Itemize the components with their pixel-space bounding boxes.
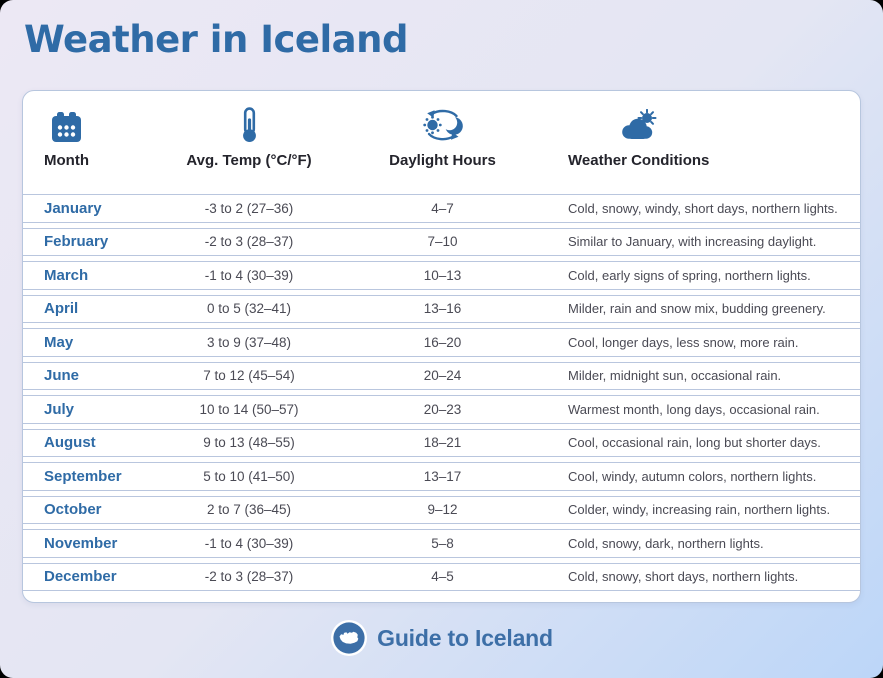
sun-cloud-icon [618, 106, 660, 143]
day-night-cycle-icon [420, 106, 466, 143]
conditions-cell: Cool, occasional rain, long but shorter … [568, 435, 821, 451]
conditions-cell: Warmest month, long days, occasional rai… [568, 401, 820, 417]
conditions-cell: Cool, windy, autumn colors, northern lig… [568, 468, 817, 484]
table-row: July 10 to 14 (50–57) 20–23 Warmest mont… [23, 395, 860, 424]
conditions-cell: Colder, windy, increasing rain, northern… [568, 502, 831, 518]
conditions-cell: Milder, midnight sun, occasional rain. [568, 368, 782, 384]
avg-temp-cell: 2 to 7 (36–45) [206, 502, 292, 518]
guide-to-iceland-brand[interactable]: Guide to Iceland [330, 619, 553, 657]
month-cell: September [44, 467, 122, 485]
month-cell: May [44, 333, 74, 351]
column-label-month: Month [44, 152, 89, 169]
avg-temp-cell: -1 to 4 (30–39) [204, 267, 294, 283]
iceland-map-icon [330, 619, 368, 657]
daylight-hours-cell: 18–21 [423, 435, 462, 451]
daylight-hours-cell: 13–17 [423, 468, 462, 484]
table-row: August 9 to 13 (48–55) 18–21 Cool, occas… [23, 428, 860, 457]
conditions-cell: Milder, rain and snow mix, budding green… [568, 301, 826, 317]
column-header-temp: Avg. Temp (°C/°F) [163, 106, 335, 169]
daylight-hours-cell: 4–5 [431, 569, 454, 585]
month-cell: March [44, 266, 89, 284]
table-row: April 0 to 5 (32–41) 13–16 Milder, rain … [23, 294, 860, 323]
column-label-conditions: Weather Conditions [568, 152, 710, 169]
month-cell: April [44, 300, 79, 318]
avg-temp-cell: 10 to 14 (50–57) [199, 401, 299, 417]
conditions-cell: Cold, snowy, windy, short days, northern… [568, 200, 838, 216]
daylight-hours-cell: 13–16 [423, 301, 462, 317]
table-body: January -3 to 2 (27–36) 4–7 Cold, snowy,… [23, 194, 860, 596]
table-row: January -3 to 2 (27–36) 4–7 Cold, snowy,… [23, 194, 860, 223]
month-cell: November [44, 534, 118, 552]
avg-temp-cell: -1 to 4 (30–39) [204, 535, 294, 551]
daylight-hours-cell: 16–20 [423, 334, 462, 350]
footer: Guide to Iceland [0, 617, 883, 659]
column-label-daylight: Daylight Hours [389, 152, 496, 169]
calendar-icon [50, 106, 83, 143]
table-row: December -2 to 3 (28–37) 4–5 Cold, snowy… [23, 562, 860, 591]
month-cell: October [44, 501, 102, 519]
month-cell: December [44, 568, 117, 586]
table-row: October 2 to 7 (36–45) 9–12 Colder, wind… [23, 495, 860, 524]
daylight-hours-cell: 4–7 [431, 200, 454, 216]
brand-name: Guide to Iceland [377, 624, 553, 651]
daylight-hours-cell: 10–13 [423, 267, 462, 283]
daylight-hours-cell: 7–10 [427, 234, 458, 250]
avg-temp-cell: 7 to 12 (45–54) [203, 368, 295, 384]
column-header-month: Month [44, 106, 89, 169]
table-row: May 3 to 9 (37–48) 16–20 Cool, longer da… [23, 328, 860, 357]
thermometer-icon [241, 106, 258, 143]
table-row: June 7 to 12 (45–54) 20–24 Milder, midni… [23, 361, 860, 390]
avg-temp-cell: -2 to 3 (28–37) [204, 569, 294, 585]
conditions-cell: Cold, snowy, short days, northern lights… [568, 569, 799, 585]
month-cell: February [44, 233, 109, 251]
avg-temp-cell: 3 to 9 (37–48) [206, 334, 292, 350]
page-title: Weather in Iceland [24, 18, 408, 61]
daylight-hours-cell: 20–24 [423, 368, 462, 384]
table-row: September 5 to 10 (41–50) 13–17 Cool, wi… [23, 462, 860, 491]
conditions-cell: Cool, longer days, less snow, more rain. [568, 334, 799, 350]
avg-temp-cell: -3 to 2 (27–36) [204, 200, 294, 216]
column-header-conditions: Weather Conditions [568, 106, 709, 169]
daylight-hours-cell: 20–23 [423, 401, 462, 417]
column-label-temp: Avg. Temp (°C/°F) [186, 152, 312, 169]
table-row: February -2 to 3 (28–37) 7–10 Similar to… [23, 227, 860, 256]
weather-table-card: Month Avg. Temp (°C/°F) [22, 90, 861, 603]
conditions-cell: Cold, early signs of spring, northern li… [568, 267, 811, 283]
conditions-cell: Similar to January, with increasing dayl… [568, 234, 817, 250]
column-header-daylight: Daylight Hours [335, 106, 550, 169]
avg-temp-cell: 0 to 5 (32–41) [206, 301, 292, 317]
avg-temp-cell: -2 to 3 (28–37) [204, 234, 294, 250]
daylight-hours-cell: 9–12 [427, 502, 458, 518]
daylight-hours-cell: 5–8 [431, 535, 454, 551]
month-cell: August [44, 434, 96, 452]
table-row: March -1 to 4 (30–39) 10–13 Cold, early … [23, 261, 860, 290]
table-row: November -1 to 4 (30–39) 5–8 Cold, snowy… [23, 529, 860, 558]
month-cell: July [44, 400, 75, 418]
conditions-cell: Cold, snowy, dark, northern lights. [568, 535, 764, 551]
avg-temp-cell: 5 to 10 (41–50) [203, 468, 295, 484]
month-cell: June [44, 367, 80, 385]
avg-temp-cell: 9 to 13 (48–55) [203, 435, 295, 451]
table-header: Month Avg. Temp (°C/°F) [23, 106, 860, 169]
month-cell: January [44, 199, 102, 217]
